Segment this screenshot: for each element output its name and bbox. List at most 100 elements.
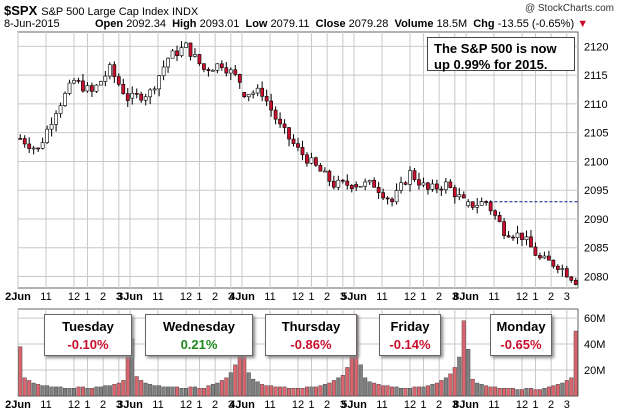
candle-body [211, 69, 215, 72]
volume-bar [184, 388, 188, 397]
candle-body [484, 201, 489, 203]
time-tick-label: 4Jun [229, 291, 255, 303]
candle-body [547, 255, 551, 261]
day-name: Tuesday [62, 319, 114, 334]
candle-body [36, 147, 41, 150]
time-tick-label: 3 [228, 291, 234, 303]
volume-bar [107, 385, 112, 397]
candle-body [264, 96, 269, 102]
candle-body [219, 63, 224, 68]
time-tick-label: 8Jun [453, 399, 479, 411]
volume-bar [94, 386, 99, 397]
volume-bar [416, 386, 421, 397]
volume-bar [408, 388, 412, 397]
volume-bar [296, 388, 300, 397]
candle-body [27, 143, 32, 149]
volume-bar [452, 367, 457, 397]
volume-bar [36, 384, 41, 397]
day-change: -0.14% [389, 337, 431, 352]
candle-body [233, 69, 238, 75]
candle-body [237, 74, 242, 83]
day-change: 0.21% [180, 337, 218, 352]
candle-body [479, 201, 484, 206]
volume-bar [291, 388, 296, 397]
time-tick-label: 1 [308, 291, 314, 303]
time-tick-label: 11 [264, 399, 275, 411]
candle-body [67, 82, 72, 94]
volume-bar [49, 386, 54, 397]
volume-bar [448, 373, 453, 397]
time-tick-label: 12 [292, 291, 304, 303]
candle-body [493, 210, 497, 216]
time-tick-label: 1 [196, 399, 202, 411]
volume-bar [278, 386, 283, 397]
volume-bar [287, 388, 292, 397]
volume-bar [381, 385, 386, 397]
volume-bar [224, 377, 229, 397]
volume-bar [569, 377, 574, 397]
volume-bar [524, 388, 529, 397]
volume-bar [255, 381, 260, 397]
volume-bar [103, 385, 108, 397]
volume-bar [573, 330, 578, 397]
volume-bar [394, 386, 399, 397]
day-change: -0.86% [290, 337, 332, 352]
volume-bar [546, 386, 551, 397]
volume-bar [206, 385, 211, 397]
time-tick-label: 12 [516, 399, 528, 411]
candle-body [72, 80, 76, 84]
candle-body [179, 47, 184, 57]
volume-tick-label: 40M [584, 339, 605, 351]
volume-bar [40, 385, 45, 397]
symbol-title: $SPX S&P 500 Large Cap Index INDX [4, 3, 199, 18]
volume-bar [260, 384, 265, 397]
volume-bar [67, 388, 72, 397]
candle-body [403, 182, 408, 185]
volume-bar [520, 389, 524, 397]
time-tick-label: 3 [116, 399, 122, 411]
volume-bar [475, 382, 480, 397]
candle-body [336, 179, 341, 188]
time-tick-label: 11 [376, 291, 387, 303]
volume-bar [22, 377, 27, 397]
volume-bar [537, 389, 542, 397]
volume-bar [533, 389, 538, 397]
annotation-line-1: The S&P 500 is now [434, 41, 557, 56]
candle-body [309, 157, 314, 164]
volume-bar [358, 364, 363, 397]
time-tick-label: 1 [84, 291, 90, 303]
volume-bar [18, 346, 23, 397]
candle-body [430, 183, 435, 190]
candle-body [85, 85, 90, 92]
volume-bar [439, 380, 444, 397]
candle-body [439, 188, 444, 191]
volume-bar [170, 386, 175, 397]
price-tick-label: 2090 [584, 214, 608, 226]
volume-bar [399, 388, 404, 397]
volume-bar [484, 385, 489, 397]
ohlc-readout: Open 2092.34 High 2093.01 Low 2079.11 Cl… [95, 18, 589, 30]
volume-bar [273, 386, 278, 397]
volume-bar [148, 384, 153, 397]
volume-bar [376, 384, 381, 397]
volume-bar [367, 381, 372, 397]
time-tick-label: 2 [100, 399, 106, 411]
candle-body [251, 92, 256, 95]
time-tick-label: 3 [452, 291, 458, 303]
time-tick-label: 1 [420, 399, 426, 411]
candle-body [461, 194, 466, 199]
volume-bar [125, 356, 130, 397]
time-tick-label: 11 [264, 291, 275, 303]
volume-bar [461, 320, 466, 397]
time-tick-label: 3 [340, 399, 346, 411]
volume-bar [434, 382, 439, 397]
annotation-line-2: up 0.99% for 2015. [434, 57, 548, 72]
day-name: Friday [390, 319, 430, 334]
volume-bar [89, 388, 94, 397]
candle-body [107, 64, 112, 77]
candle-body [435, 183, 439, 190]
candle-body [193, 54, 197, 57]
candle-body [399, 182, 403, 191]
volume-bar [515, 389, 520, 397]
volume-bar [31, 382, 36, 397]
